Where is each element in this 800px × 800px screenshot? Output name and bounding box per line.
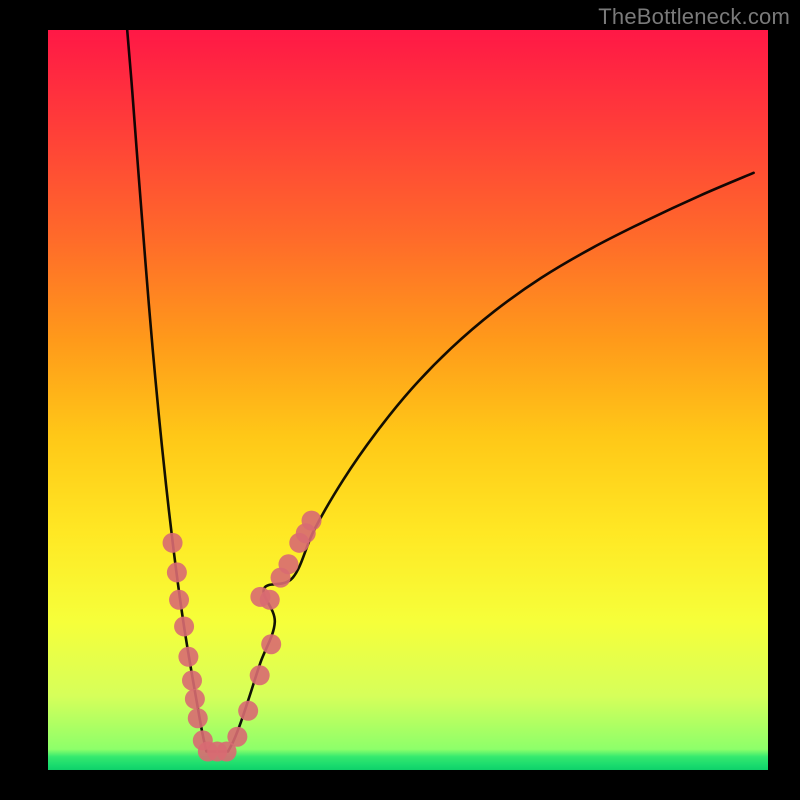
data-marker <box>185 689 205 709</box>
data-marker <box>163 533 183 553</box>
data-marker <box>261 634 281 654</box>
data-marker <box>178 647 198 667</box>
data-marker <box>227 727 247 747</box>
watermark-text: TheBottleneck.com <box>598 4 790 30</box>
data-marker <box>167 562 187 582</box>
data-marker <box>182 670 202 690</box>
data-marker <box>260 590 280 610</box>
data-marker <box>188 708 208 728</box>
plot-background <box>48 30 768 770</box>
data-marker <box>174 616 194 636</box>
data-marker <box>278 554 298 574</box>
data-marker <box>238 701 258 721</box>
data-marker <box>250 665 270 685</box>
data-marker <box>169 590 189 610</box>
chart-svg <box>0 0 800 800</box>
data-marker <box>302 511 322 531</box>
